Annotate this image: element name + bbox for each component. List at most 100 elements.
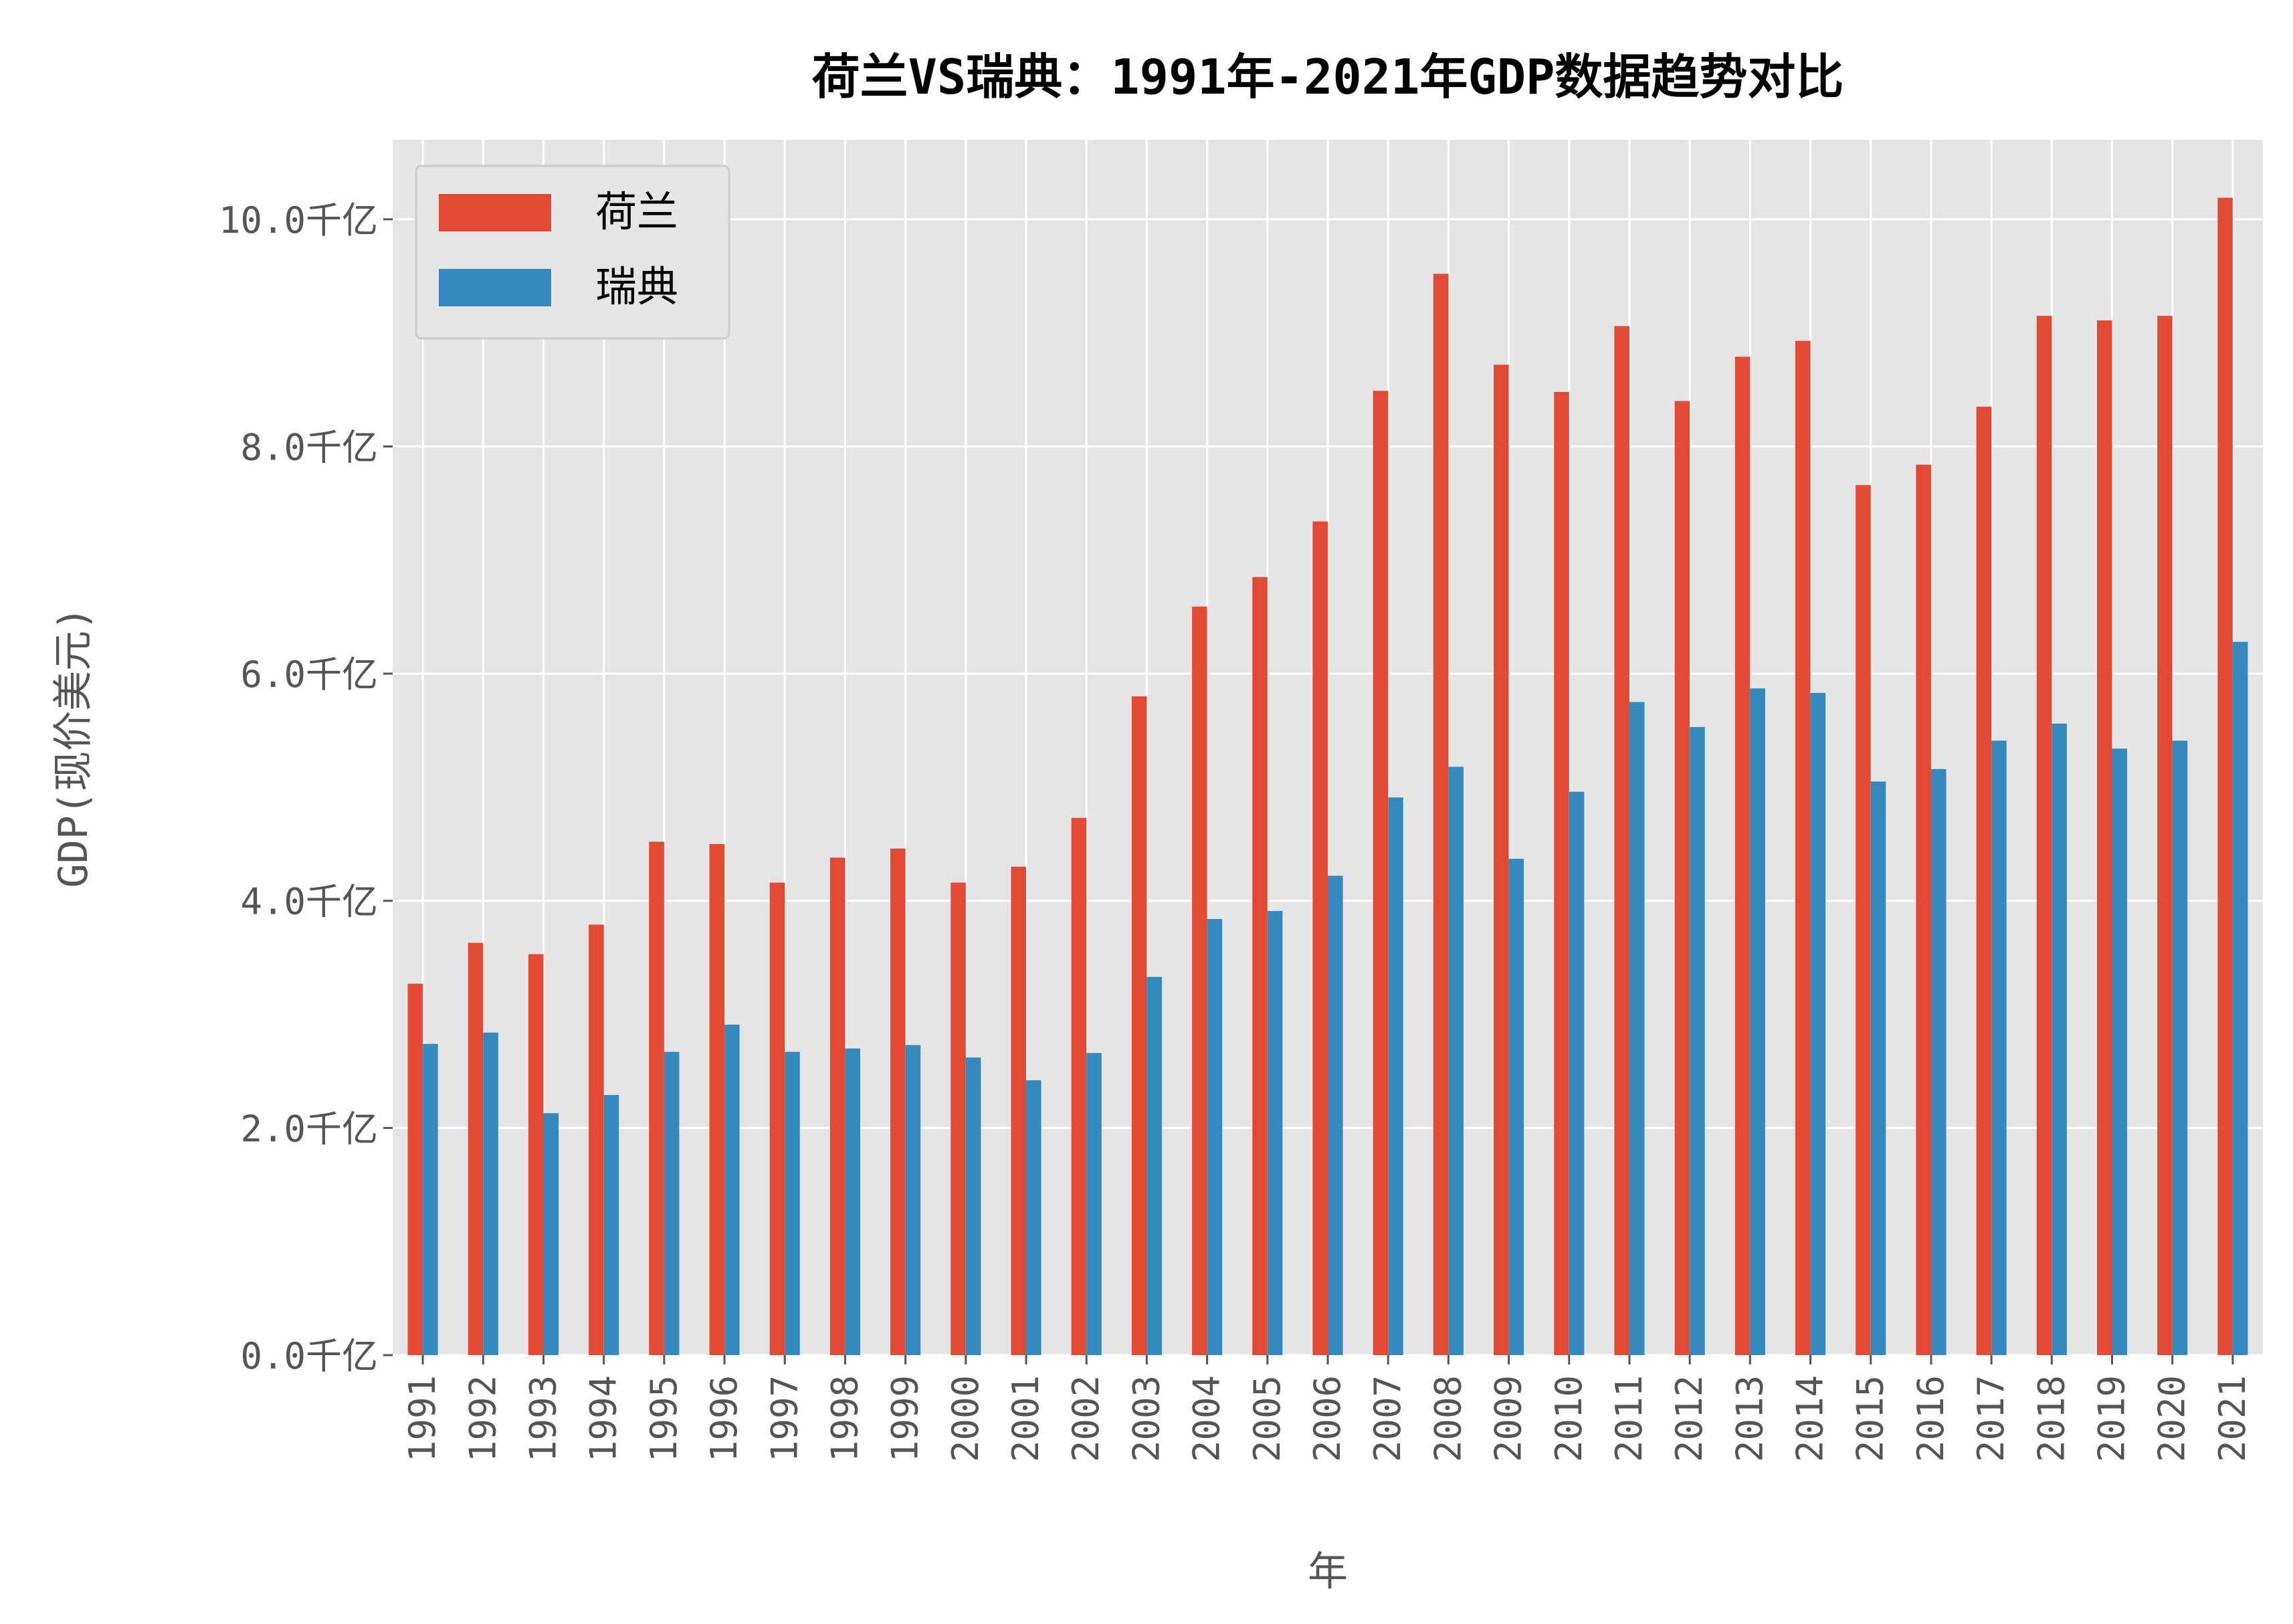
bar-1992-netherlands (468, 942, 484, 1355)
bar-1997-netherlands (769, 882, 785, 1355)
x-tick-label: 2012 (1668, 1375, 1710, 1462)
bar-1998-netherlands (829, 857, 845, 1355)
x-axis-label: 年 (1308, 1548, 1348, 1595)
bar-2010-netherlands (1554, 391, 1569, 1355)
bar-2014-netherlands (1795, 340, 1811, 1356)
bar-2004-sweden (1207, 918, 1223, 1355)
bar-2004-netherlands (1192, 606, 1207, 1355)
bar-2021-netherlands (2217, 197, 2233, 1355)
bar-2009-sweden (1508, 858, 1524, 1355)
x-tick-label: 1999 (884, 1375, 926, 1462)
x-tick-label: 1994 (583, 1375, 625, 1462)
x-tick-label: 2009 (1488, 1375, 1530, 1462)
legend-swatch (439, 194, 551, 231)
x-tick-label: 2011 (1608, 1375, 1650, 1462)
legend-swatch (439, 269, 551, 306)
bar-1993-netherlands (528, 954, 544, 1355)
x-tick-label: 1997 (763, 1375, 805, 1462)
x-tick-label: 2020 (2151, 1375, 2193, 1462)
bar-2001-sweden (1026, 1080, 1041, 1355)
x-tick-label: 2007 (1367, 1375, 1409, 1462)
bar-1996-netherlands (709, 843, 725, 1355)
x-tick-label: 2001 (1005, 1375, 1047, 1462)
bar-1995-netherlands (649, 841, 664, 1355)
y-tick-label: 6.0千亿 (240, 653, 378, 696)
bar-1994-sweden (603, 1095, 619, 1355)
bar-2018-netherlands (2036, 316, 2052, 1356)
x-tick-label: 1995 (643, 1375, 685, 1462)
bar-2017-sweden (1991, 740, 2007, 1355)
bar-2008-netherlands (1433, 274, 1449, 1356)
bar-2003-netherlands (1131, 696, 1147, 1355)
x-tick-label: 2004 (1186, 1375, 1228, 1462)
bar-2002-netherlands (1071, 817, 1087, 1355)
bar-1997-sweden (785, 1051, 800, 1355)
bar-2002-sweden (1086, 1053, 1102, 1355)
bar-2018-sweden (2052, 723, 2067, 1355)
bar-2019-sweden (2112, 748, 2128, 1355)
x-tick-label: 1996 (703, 1375, 745, 1462)
chart-title: 荷兰VS瑞典：1991年-2021年GDP数据趋势对比 (812, 49, 1844, 105)
bar-2021-sweden (2232, 641, 2248, 1355)
bar-2005-netherlands (1252, 577, 1268, 1355)
bar-2009-netherlands (1494, 365, 1509, 1355)
x-tick-label: 2017 (1970, 1375, 2012, 1462)
x-tick-label: 2010 (1548, 1375, 1590, 1462)
x-tick-label: 2006 (1306, 1375, 1349, 1462)
x-tick-label: 2014 (1789, 1375, 1831, 1462)
bar-2016-sweden (1930, 769, 1947, 1355)
bar-1991-sweden (423, 1043, 438, 1355)
bar-1991-netherlands (407, 983, 423, 1355)
x-tick-label: 2000 (944, 1375, 987, 1462)
bar-2013-sweden (1750, 688, 1765, 1355)
bar-2020-sweden (2172, 740, 2188, 1355)
x-tick-label: 1998 (823, 1375, 866, 1462)
bar-2000-netherlands (951, 882, 966, 1355)
bar-2011-sweden (1629, 702, 1645, 1355)
x-tick-label: 2018 (2030, 1375, 2072, 1462)
bar-1998-sweden (845, 1048, 860, 1355)
x-tick-label: 2016 (1910, 1375, 1952, 1462)
bar-2008-sweden (1448, 767, 1464, 1355)
bar-2010-sweden (1569, 791, 1585, 1355)
bar-1993-sweden (543, 1113, 559, 1355)
bar-2007-sweden (1388, 797, 1403, 1355)
bar-2011-netherlands (1614, 326, 1629, 1356)
y-tick-label: 2.0千亿 (240, 1108, 378, 1150)
bar-2015-netherlands (1856, 485, 1871, 1356)
bar-2007-netherlands (1373, 391, 1389, 1356)
x-tick-label: 2003 (1125, 1375, 1167, 1462)
y-tick-label: 0.0千亿 (240, 1335, 378, 1377)
bar-2006-sweden (1328, 876, 1343, 1355)
bar-1995-sweden (664, 1051, 680, 1355)
bar-1999-netherlands (890, 848, 906, 1355)
y-axis-label: GDP(现价美元) (50, 607, 97, 888)
y-tick-label: 10.0千亿 (219, 199, 378, 241)
bar-2001-netherlands (1011, 866, 1027, 1355)
x-tick-label: 2015 (1850, 1375, 1892, 1462)
x-tick-label: 2002 (1065, 1375, 1107, 1462)
x-tick-label: 2005 (1246, 1375, 1288, 1462)
bar-2019-netherlands (2096, 320, 2112, 1355)
x-tick-label: 2021 (2211, 1375, 2254, 1462)
y-tick-label: 8.0千亿 (240, 426, 378, 468)
legend-label: 荷兰 (595, 187, 678, 236)
bar-2017-netherlands (1976, 407, 1992, 1355)
legend-box (415, 165, 730, 340)
legend-label: 瑞典 (595, 262, 678, 311)
bar-2012-sweden (1690, 726, 1705, 1355)
bar-2012-netherlands (1674, 401, 1690, 1355)
bar-2020-netherlands (2157, 316, 2173, 1356)
bar-2013-netherlands (1734, 357, 1751, 1355)
bar-2005-sweden (1267, 911, 1283, 1355)
bar-2015-sweden (1870, 781, 1886, 1355)
x-tick-label: 2019 (2091, 1375, 2133, 1462)
x-tick-label: 2008 (1427, 1375, 1469, 1462)
bar-1994-netherlands (589, 924, 604, 1355)
y-tick-label: 4.0千亿 (240, 881, 378, 923)
bar-2016-netherlands (1916, 464, 1931, 1355)
x-tick-label: 1992 (462, 1375, 504, 1462)
bar-1999-sweden (905, 1045, 921, 1355)
